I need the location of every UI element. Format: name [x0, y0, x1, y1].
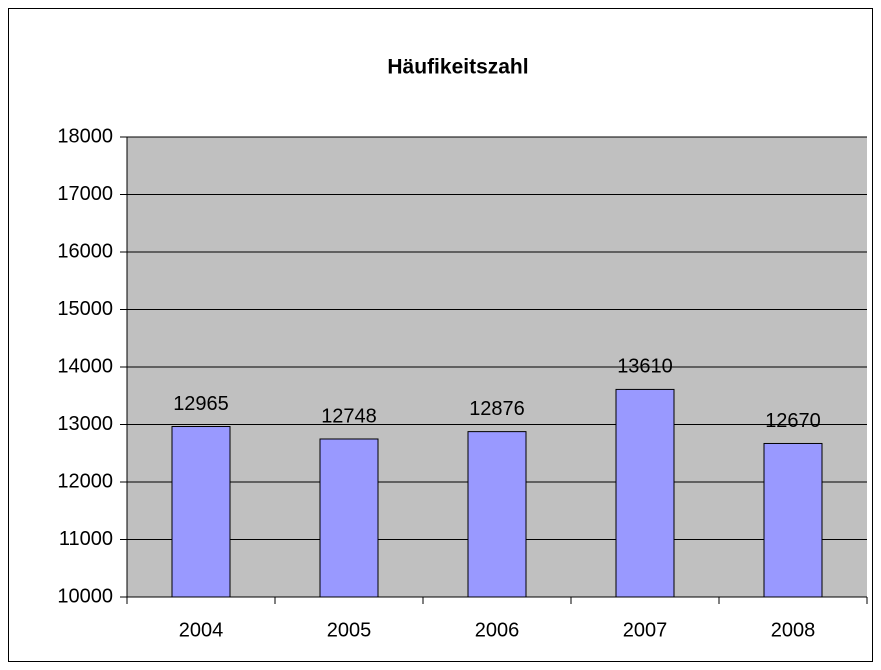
bar: [615, 388, 675, 598]
y-tick-label: 16000: [57, 240, 113, 262]
data-label: 13610: [617, 356, 673, 378]
chart-title: Häufikeitszahl: [387, 56, 528, 79]
y-tick-label: 18000: [57, 125, 113, 147]
data-label: 12748: [321, 405, 377, 427]
x-tick-label: 2008: [771, 619, 816, 641]
data-label: 12876: [469, 398, 525, 420]
y-tick-label: 11000: [59, 528, 113, 550]
x-tick-label: 2006: [475, 619, 520, 641]
x-tick-label: 2004: [179, 619, 224, 641]
y-tick-label: 15000: [57, 298, 113, 320]
y-tick-label: 10000: [57, 585, 113, 607]
y-tick-label: 12000: [57, 470, 113, 492]
x-tick-label: 2007: [623, 619, 668, 641]
y-tick-label: 14000: [57, 355, 113, 377]
bar: [319, 438, 379, 598]
x-tick-label: 2005: [327, 619, 372, 641]
bar: [467, 431, 527, 598]
y-tick-label: 13000: [57, 413, 113, 435]
bar: [171, 426, 231, 598]
data-label: 12965: [173, 393, 229, 415]
bar: [763, 442, 823, 598]
y-tick-label: 17000: [57, 183, 113, 205]
data-label: 12670: [765, 410, 821, 432]
